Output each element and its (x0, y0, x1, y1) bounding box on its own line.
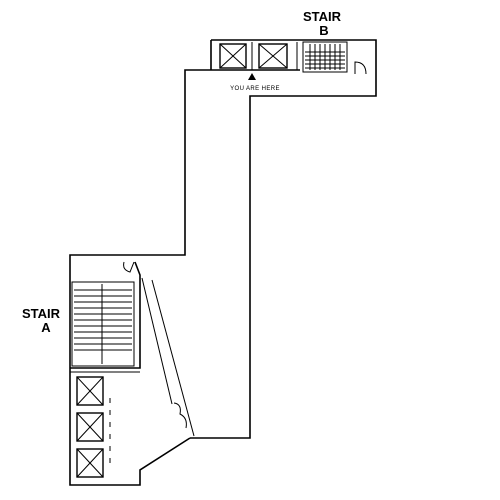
you-are-here-marker-icon (248, 73, 256, 80)
elevator-top-right (258, 43, 288, 69)
door-stair-b (354, 61, 367, 75)
stair-b (302, 41, 348, 73)
stair-a-label-line2: A (41, 320, 51, 335)
stair-b-label-line2: B (319, 23, 328, 38)
stair-b-label-line1: STAIR (303, 9, 342, 24)
upper-wing-outline (135, 39, 377, 439)
lower-wing-outline (69, 254, 191, 486)
elevator-bottom-3 (76, 448, 104, 478)
door-stair-a-top (123, 261, 135, 273)
elevator-top-left (219, 43, 247, 69)
you-are-here-label: YOU ARE HERE (230, 86, 280, 92)
elevator-bottom-1 (76, 376, 104, 406)
stair-a (71, 281, 135, 367)
stair-a-label-line1: STAIR (22, 306, 61, 321)
elevator-bottom-2 (76, 412, 104, 442)
diagonal-wall-2 (141, 277, 173, 405)
diagonal-wall (151, 279, 195, 437)
door-diagonal (173, 402, 187, 429)
